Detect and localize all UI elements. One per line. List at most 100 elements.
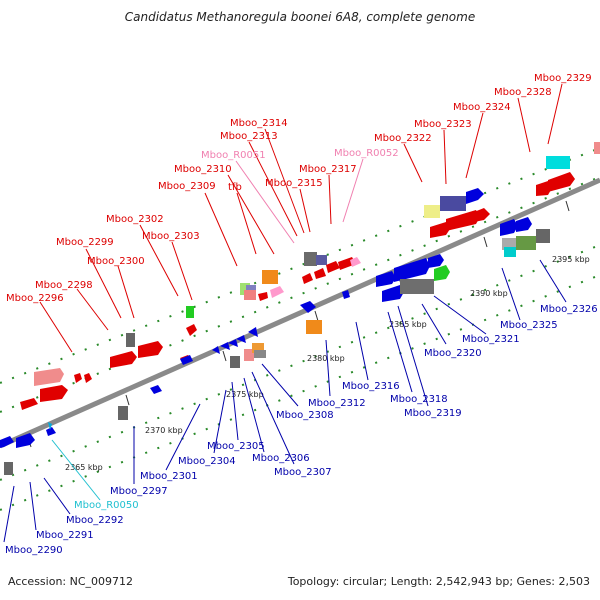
gene-arrow (248, 327, 258, 337)
gene-arrow (20, 398, 38, 410)
gene-arrow (74, 373, 82, 383)
gene-arrow (428, 254, 444, 268)
gene-arrow (0, 436, 14, 448)
gene-arrow (430, 222, 450, 238)
gene-arrow (46, 427, 56, 436)
kbp-label-2385: 2385 kbp (389, 320, 427, 329)
gene-arrow (258, 292, 268, 301)
gene-label: Mboo_2314 (230, 118, 288, 129)
gene-block (516, 236, 536, 250)
kbp-label-2370: 2370 kbp (145, 426, 183, 435)
gene-arrow (110, 351, 137, 368)
gene-label: Mboo_2320 (424, 348, 482, 359)
gene-arrow (376, 271, 396, 287)
gene-label: Mboo_2317 (299, 164, 357, 175)
lower-leader-lines (3, 259, 567, 543)
gene-block (4, 462, 13, 475)
gene-label: Mboo_2318 (390, 394, 448, 405)
gene-arrow (16, 433, 35, 448)
gene-arrow (314, 268, 326, 279)
kbp-label-2365: 2365 kbp (65, 463, 103, 472)
gene-label: Mboo_2328 (494, 87, 552, 98)
gene-block (306, 320, 322, 334)
gene-label: Mboo_2325 (500, 320, 558, 331)
gene-label: tfb (228, 182, 242, 193)
gene-block (316, 255, 327, 265)
gene-arrow (350, 257, 361, 267)
gene-arrow (548, 172, 575, 192)
gene-label: Mboo_2315 (265, 178, 323, 189)
gene-block (424, 205, 440, 218)
gene-label: Mboo_2321 (462, 334, 520, 345)
gene-arrow (382, 285, 404, 302)
gene-block (254, 350, 266, 358)
gene-block (262, 270, 278, 284)
gene-block (240, 283, 250, 295)
gene-label: Mboo_2299 (56, 237, 114, 248)
gene-block (186, 306, 194, 318)
gene-arrow (434, 265, 450, 281)
gene-label: Mboo_2326 (540, 304, 598, 315)
upper-labels: Mboo_2296 Mboo_2298 Mboo_2299 Mboo_2300 … (6, 73, 592, 304)
kbp-label-2395: 2395 kbp (552, 255, 590, 264)
gene-arrow (40, 385, 68, 402)
gene-block (594, 142, 600, 154)
gene-block (230, 356, 240, 368)
gene-label: Mboo_2291 (36, 530, 94, 541)
gene-label: Mboo_2329 (534, 73, 592, 84)
gene-label: Mboo_2324 (453, 102, 511, 113)
gene-label: Mboo_2307 (274, 467, 332, 478)
gene-block (504, 247, 516, 257)
gene-label: Mboo_2319 (404, 408, 462, 419)
gene-label: Mboo_2316 (342, 381, 400, 392)
gene-arrow (48, 422, 52, 430)
gene-label: Mboo_2309 (158, 181, 216, 192)
map-title: Candidatus Methanoregula boonei 6A8, com… (124, 10, 476, 24)
gene-arrow (212, 346, 220, 354)
gene-arrow (150, 385, 162, 394)
gene-arrow (394, 258, 430, 282)
gene-arrow (228, 339, 238, 347)
lower-gene-blocks (0, 217, 550, 475)
gene-block (546, 156, 570, 169)
gene-block (244, 290, 256, 300)
kbp-label-2390: 2390 kbp (470, 289, 508, 298)
gene-arrow (220, 342, 230, 350)
gene-arrow (300, 301, 316, 313)
upper-gene-blocks (20, 142, 600, 410)
gene-arrow (180, 355, 193, 365)
gene-arrow (138, 341, 163, 358)
gene-arrow (186, 324, 197, 336)
gene-label: Mboo_R0052 (334, 148, 399, 159)
topology-text: Topology: circular; Length: 2,542,943 bp… (287, 575, 590, 588)
gene-label: Mboo_2306 (252, 453, 310, 464)
gene-label: Mboo_2292 (66, 515, 124, 526)
gene-arrow (84, 373, 92, 383)
gene-label: Mboo_R0051 (201, 150, 266, 161)
gene-label: Mboo_2298 (35, 280, 93, 291)
gene-label: Mboo_2312 (308, 398, 366, 409)
gene-label: Mboo_2300 (87, 256, 145, 267)
gene-arrow (446, 210, 480, 231)
gene-arrow (326, 261, 340, 273)
genome-backbone (0, 177, 600, 449)
kbp-label-2375: 2375 kbp (226, 390, 264, 399)
gene-block (536, 229, 550, 243)
gene-block (440, 196, 466, 211)
gene-label: Mboo_2297 (110, 486, 168, 497)
upper-leader-lines (39, 83, 563, 353)
gene-label: Mboo_2323 (414, 119, 472, 130)
gene-label: Mboo_2301 (140, 471, 198, 482)
gene-arrow (466, 188, 484, 204)
gene-label: Mboo_2322 (374, 133, 432, 144)
gene-block (304, 252, 317, 266)
gene-block (400, 279, 434, 294)
gene-label: Mboo_2305 (207, 441, 265, 452)
gene-arrow (500, 219, 518, 236)
gene-arrow (34, 368, 64, 386)
gene-arrow (236, 335, 246, 343)
kbp-label-2380: 2380 kbp (307, 354, 345, 363)
gene-arrow (342, 290, 350, 299)
